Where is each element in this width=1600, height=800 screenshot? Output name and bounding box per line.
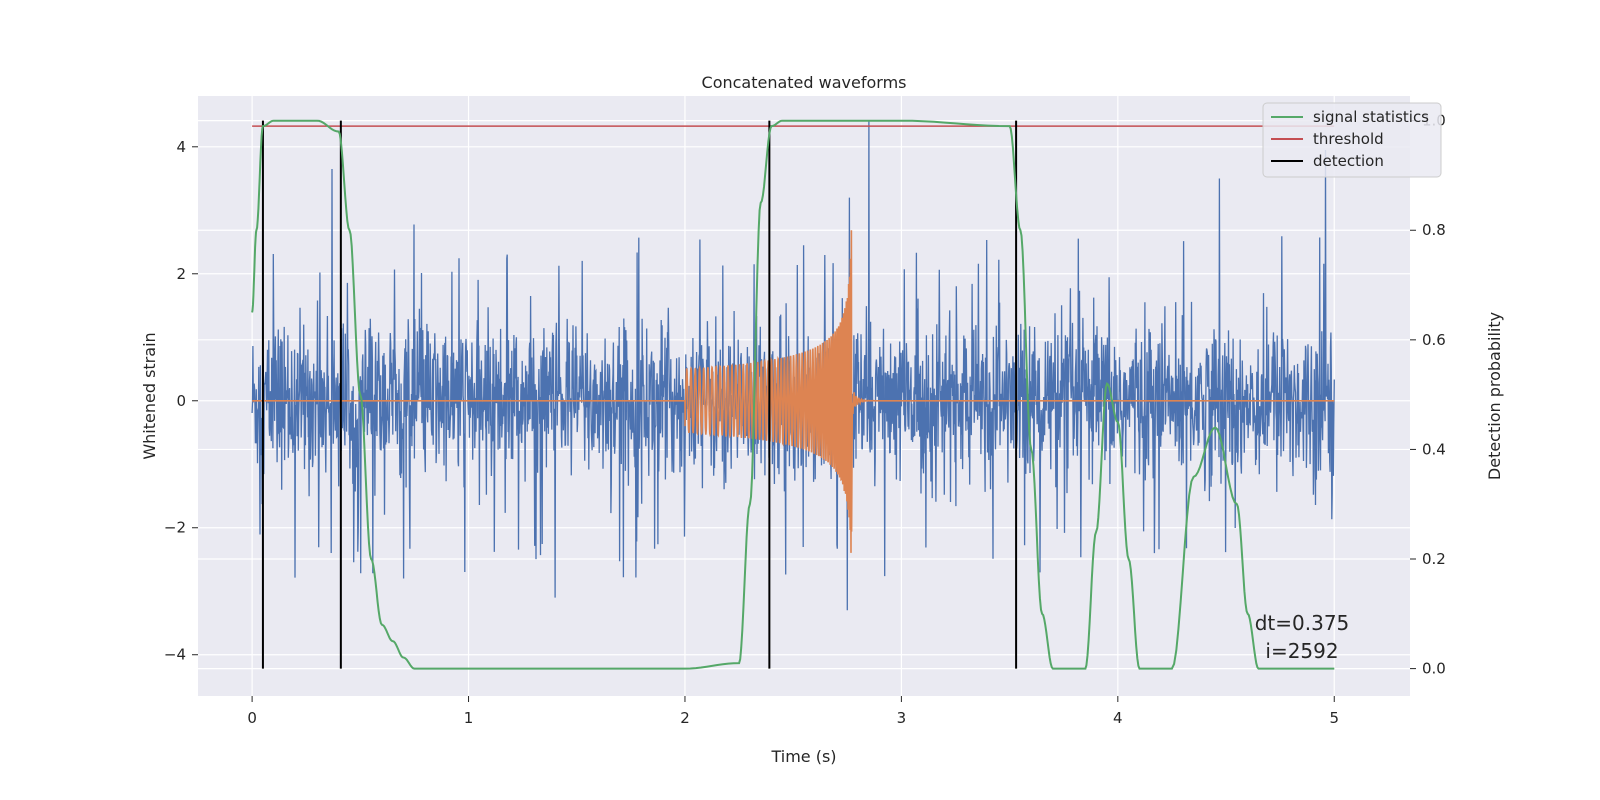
detection-lines xyxy=(261,120,1018,669)
signal-statistics-line xyxy=(251,119,1335,670)
x-tick-label: 5 xyxy=(1329,709,1339,727)
y-axis-right-label: Detection probability xyxy=(1485,312,1504,480)
legend: signal statistics threshold detection xyxy=(1262,102,1442,178)
template-series xyxy=(252,230,1335,553)
legend-label-threshold: threshold xyxy=(1313,130,1384,148)
annotation-dt: dt=0.375 xyxy=(1255,611,1350,635)
y-tick-label: 0 xyxy=(176,392,186,410)
annotation-i: i=2592 xyxy=(1265,639,1338,663)
x-tick-label: 1 xyxy=(464,709,474,727)
x-tick-label: 4 xyxy=(1113,709,1123,727)
annotation-box: dt=0.375 i=2592 xyxy=(1255,611,1350,663)
y-tick-label: 4 xyxy=(176,138,186,156)
x-axis-label: Time (s) xyxy=(770,747,836,766)
legend-label-detection: detection xyxy=(1313,152,1384,170)
signal-statistics-series xyxy=(251,119,1335,670)
x-tick-label: 0 xyxy=(247,709,257,727)
y-tick-label: −4 xyxy=(164,646,186,664)
x-tick-label: 3 xyxy=(897,709,907,727)
y-right-tick-label: 0.2 xyxy=(1422,550,1446,568)
legend-box xyxy=(1262,102,1442,178)
legend-label-signal-statistics: signal statistics xyxy=(1313,108,1429,126)
template-line xyxy=(252,230,1335,553)
y-right-tick-label: 0.6 xyxy=(1422,331,1446,349)
y-axis-label: Whitened strain xyxy=(140,332,159,459)
y-right-tick-label: 0.8 xyxy=(1422,221,1446,239)
y-tick-label: 2 xyxy=(176,265,186,283)
x-tick-label: 2 xyxy=(680,709,690,727)
y-right-tick-label: 0.4 xyxy=(1422,440,1446,458)
y-tick-label: −2 xyxy=(164,519,186,537)
chart-title: Concatenated waveforms xyxy=(702,73,907,92)
y-right-tick-label: 0.0 xyxy=(1422,660,1446,678)
